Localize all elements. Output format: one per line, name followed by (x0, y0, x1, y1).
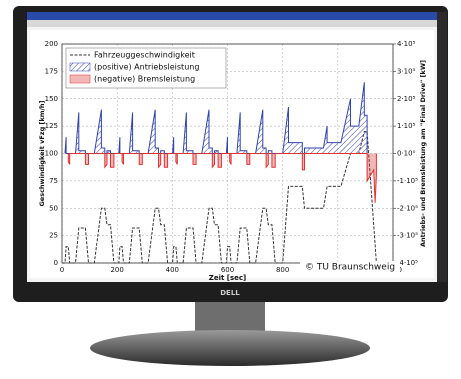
y2-axis-label: Antriebs- und Bremsleistung am "Final Dr… (419, 60, 427, 247)
y2-tick-label: 0·10⁰ (397, 150, 416, 158)
y2-tick-label: -3·10⁵ (397, 232, 418, 240)
x-tick-label: 600 (221, 266, 234, 274)
y-tick-label: 175 (45, 67, 58, 75)
menu-bar (27, 20, 437, 27)
legend-label: (positive) Antriebsleistung (94, 63, 199, 72)
y-tick-label: 75 (49, 177, 58, 185)
y2-tick-label: 2·10⁵ (397, 95, 416, 103)
monitor-base (90, 330, 370, 366)
y-tick-label: 25 (49, 232, 58, 240)
plot-frame (61, 43, 394, 264)
x-tick-label: 800 (276, 266, 289, 274)
title-bar (27, 12, 437, 20)
y-tick-label: 125 (45, 122, 58, 130)
y2-tick-label: 1·10⁵ (397, 122, 416, 130)
y-tick-label: 0 (54, 259, 58, 267)
x-axis-label: Zeit [sec] (209, 274, 246, 282)
y-axis-label: Geschwindigkeit vFzg [km/h] (38, 100, 46, 206)
y-tick-label: 150 (45, 95, 58, 103)
legend-label: (negative) Bremsleistung (94, 75, 195, 84)
series-line (64, 82, 368, 154)
y-tick-label: 50 (49, 204, 58, 212)
x-tick-label: 0 (60, 266, 64, 274)
y2-tick-label: -2·10⁵ (397, 204, 418, 212)
x-tick-label: 400 (166, 266, 179, 274)
x-tick-label: 200 (110, 266, 123, 274)
series-area (65, 82, 368, 154)
y2-tick-label: -4·10⁵ (397, 259, 418, 267)
legend-box (65, 47, 227, 89)
legend-swatch (69, 62, 91, 72)
annotation-bg (300, 261, 400, 272)
annotation: © TU Braunschweig (305, 263, 395, 273)
series-line (67, 153, 377, 203)
y2-tick-label: 4·10⁵ (397, 40, 416, 48)
y2-tick-label: -1·10⁵ (397, 177, 418, 185)
y-tick-label: 100 (45, 150, 58, 158)
brand: DELL (220, 289, 240, 297)
side-toolbar (437, 12, 447, 282)
legend-swatch (69, 74, 91, 84)
chart: 0255075100125150175200020040060080010001… (38, 40, 427, 282)
y2-tick-label: 3·10⁵ (397, 67, 416, 75)
y-tick-label: 200 (45, 40, 58, 48)
legend-label: Fahrzeuggeschwindigkeit (94, 51, 195, 60)
